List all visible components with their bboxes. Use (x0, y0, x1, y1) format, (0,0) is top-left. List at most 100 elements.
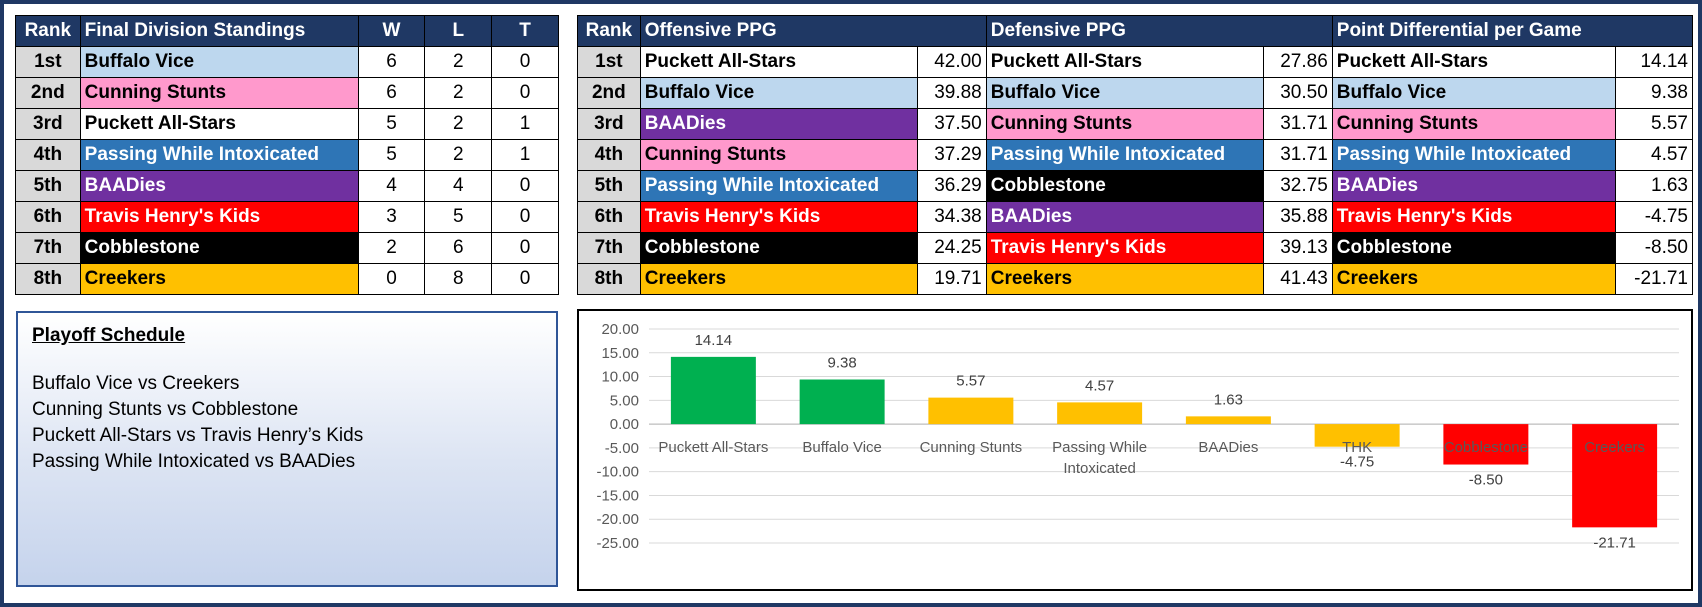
playoff-schedule-panel: Playoff Schedule Buffalo Vice vs Creeker… (16, 311, 558, 587)
standings-team: Travis Henry's Kids (79, 201, 359, 233)
standings-rank: 3rd (15, 108, 81, 140)
standings-row: 8th Creekers 0 8 0 (15, 263, 559, 295)
standings-team: Cobblestone (79, 232, 359, 264)
standings-header-team: Final Division Standings (79, 15, 359, 47)
standings-team: Puckett All-Stars (79, 108, 359, 140)
ppg-row: 8th Creekers 19.71 Creekers 41.43 Creekers -21… (577, 263, 1693, 295)
ppg-header-offensive: Offensive PPG (639, 15, 987, 47)
standings-rank: 7th (15, 232, 81, 264)
ppg-off-team: Creekers (639, 263, 918, 295)
y-tick-label: 15.00 (601, 345, 639, 362)
standings-wins: 5 (357, 108, 426, 140)
ppg-def-value: 31.71 (1262, 139, 1333, 171)
standings-wins: 3 (357, 201, 426, 233)
bar (928, 397, 1014, 425)
ppg-row: 1st Puckett All-Stars 42.00 Puckett All-Sta… (577, 46, 1693, 78)
y-tick-label: 20.00 (601, 321, 639, 338)
ppg-header-row: Rank Offensive PPG Defensive PPG Point D… (577, 15, 1694, 47)
ppg-row: 6th Travis Henry's Kids 34.38 BAADies 35.88 T… (577, 201, 1693, 233)
ppg-off-value: 39.88 (916, 77, 987, 109)
standings-header-rank: Rank (15, 15, 81, 47)
standings-rank: 8th (15, 263, 81, 295)
ppg-row: 4th Cunning Stunts 37.29 Passing While Into… (577, 139, 1693, 171)
bar (1443, 424, 1529, 465)
ppg-def-value: 41.43 (1262, 263, 1333, 295)
x-category-label: BAADies (1198, 439, 1258, 456)
ppg-table: Rank Offensive PPG Defensive PPG Point D… (577, 15, 1694, 295)
standings-losses: 4 (424, 170, 493, 202)
standings-losses: 5 (424, 201, 493, 233)
ppg-diff-value: 1.63 (1615, 170, 1693, 202)
data-label: -21.71 (1593, 534, 1636, 551)
standings-ties: 0 (491, 77, 559, 109)
standings-losses: 2 (424, 77, 493, 109)
standings-ties: 0 (491, 201, 559, 233)
ppg-off-value: 37.29 (916, 139, 987, 171)
playoff-game-3: Puckett All-Stars vs Travis Henry’s Kids (32, 425, 364, 446)
playoff-game-4: Passing While Intoxicated vs BAADies (32, 451, 356, 472)
ppg-def-team: Travis Henry's Kids (985, 232, 1264, 264)
y-tick-label: 10.00 (601, 369, 639, 386)
ppg-rank: 3rd (577, 108, 641, 140)
dashboard-canvas: Rank Final Division Standings W L T 1st B… (4, 4, 1698, 603)
ppg-def-team: Passing While Intoxicated (985, 139, 1264, 171)
playoff-game-2: Cunning Stunts vs Cobblestone (32, 399, 299, 420)
ppg-rank: 4th (577, 139, 641, 171)
ppg-rank: 5th (577, 170, 641, 202)
standings-losses: 8 (424, 263, 493, 295)
ppg-diff-value: -21.71 (1615, 263, 1693, 295)
ppg-off-team: Puckett All-Stars (639, 46, 918, 78)
standings-row: 3rd Puckett All-Stars 5 2 1 (15, 108, 559, 140)
standings-row: 7th Cobblestone 2 6 0 (15, 232, 559, 264)
ppg-diff-value: 5.57 (1615, 108, 1693, 140)
standings-header-row: Rank Final Division Standings W L T (15, 15, 559, 47)
bar (1185, 416, 1271, 425)
ppg-def-value: 39.13 (1262, 232, 1333, 264)
bar (1572, 424, 1658, 528)
standings-row: 4th Passing While Intoxicated 5 2 1 (15, 139, 559, 171)
data-label: 14.14 (695, 332, 733, 349)
standings-rank: 4th (15, 139, 81, 171)
standings-wins: 5 (357, 139, 426, 171)
ppg-diff-value: 4.57 (1615, 139, 1693, 171)
ppg-diff-value: 14.14 (1615, 46, 1693, 78)
x-category-label: Puckett All-Stars (658, 439, 768, 456)
ppg-rank: 2nd (577, 77, 641, 109)
ppg-def-team: Cobblestone (985, 170, 1264, 202)
x-category-label: Buffalo Vice (802, 439, 882, 456)
point-differential-chart: 20.00 15.00 10.00 5.00 0.00 -5.00 -10.00 -15.00… (596, 321, 1679, 552)
y-tick-label: -25.00 (596, 535, 639, 552)
y-tick-label: -10.00 (596, 464, 639, 481)
standings-losses: 6 (424, 232, 493, 264)
standings-rank: 5th (15, 170, 81, 202)
ppg-diff-team: Creekers (1331, 263, 1617, 295)
standings-ties: 0 (491, 263, 559, 295)
ppg-off-value: 37.50 (916, 108, 987, 140)
bar (670, 356, 756, 425)
ppg-off-team: Cunning Stunts (639, 139, 918, 171)
standings-header-ties: T (491, 15, 559, 47)
ppg-diff-team: Travis Henry's Kids (1331, 201, 1617, 233)
ppg-diff-team: Puckett All-Stars (1331, 46, 1617, 78)
standings-ties: 1 (491, 108, 559, 140)
data-label: 9.38 (828, 355, 857, 372)
ppg-row: 2nd Buffalo Vice 39.88 Buffalo Vice 30.50 Buf… (577, 77, 1693, 109)
ppg-diff-team: Cobblestone (1331, 232, 1617, 264)
ppg-off-value: 42.00 (916, 46, 987, 78)
ppg-def-value: 35.88 (1262, 201, 1333, 233)
standings-team: Cunning Stunts (79, 77, 359, 109)
ppg-off-value: 19.71 (916, 263, 987, 295)
standings-team: BAADies (79, 170, 359, 202)
ppg-def-team: Buffalo Vice (985, 77, 1264, 109)
ppg-off-team: Buffalo Vice (639, 77, 918, 109)
standings-wins: 6 (357, 77, 426, 109)
ppg-diff-team: Cunning Stunts (1331, 108, 1617, 140)
ppg-rank: 6th (577, 201, 641, 233)
standings-team: Passing While Intoxicated (79, 139, 359, 171)
ppg-def-value: 27.86 (1262, 46, 1333, 78)
ppg-header-defensive: Defensive PPG (985, 15, 1333, 47)
ppg-def-value: 31.71 (1262, 108, 1333, 140)
standings-wins: 0 (357, 263, 426, 295)
standings-ties: 1 (491, 139, 559, 171)
standings-row: 1st Buffalo Vice 6 2 0 (15, 46, 559, 78)
